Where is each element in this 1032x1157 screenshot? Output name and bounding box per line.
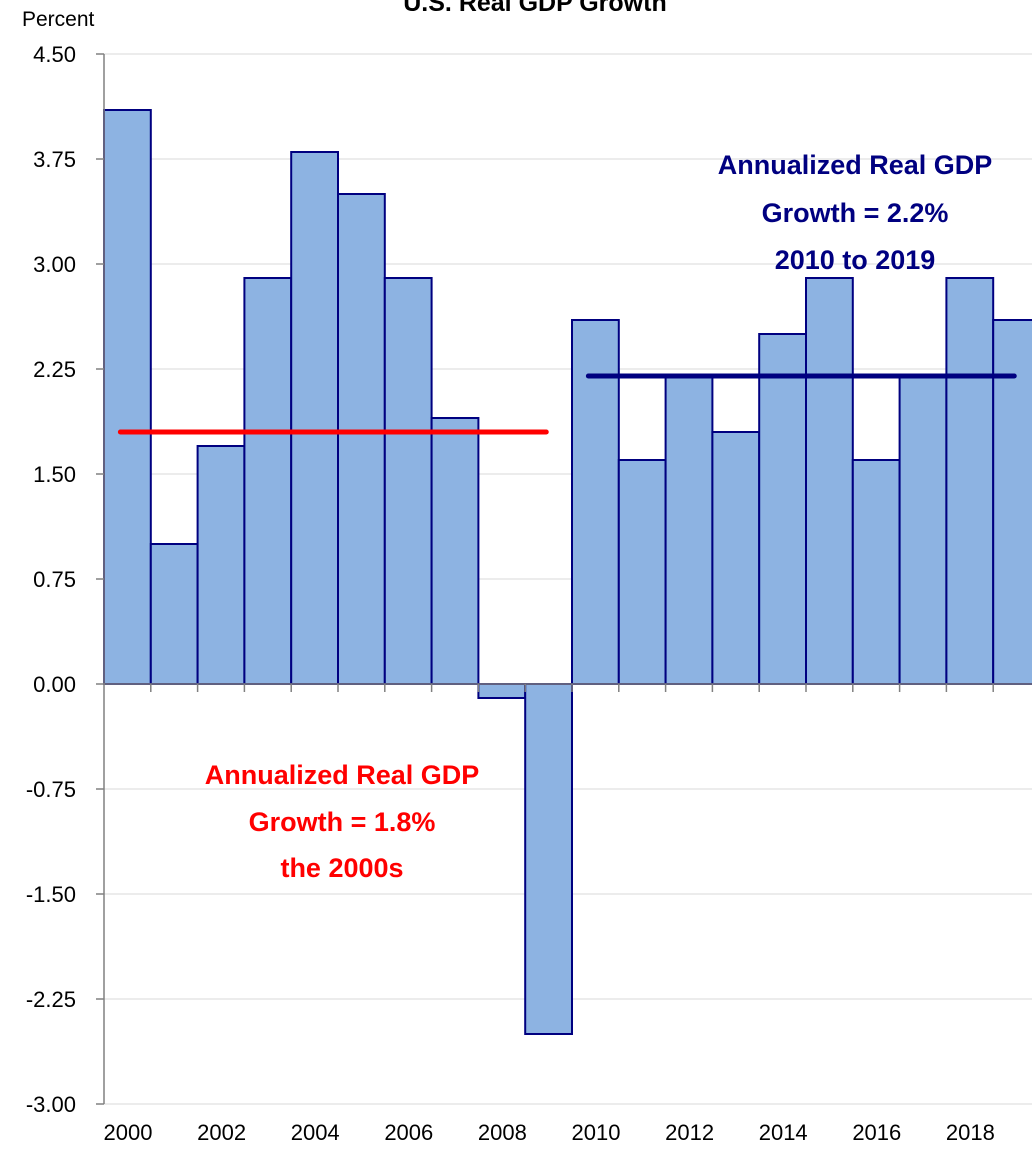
bar-2003 <box>243 277 293 685</box>
x-tick-labels: 2000 2002 2004 2006 2008 2010 2012 2014 2016 2018 <box>104 1120 995 1145</box>
bar-2016 <box>851 459 901 685</box>
annotation-2000s-line-2: Growth = 1.8% <box>249 807 436 837</box>
y-tick-labels: 4.50 3.75 3.00 2.25 1.50 0.75 0.00 -0.75 -1.50 -2… <box>26 42 104 1117</box>
y-tick-label: 0.00 <box>33 672 76 697</box>
y-tick-label: 2.25 <box>33 357 76 382</box>
x-tick-label: 2008 <box>478 1120 527 1145</box>
annotation-2010s-line-3: 2010 to 2019 <box>775 245 936 275</box>
y-tick-label: 1.50 <box>33 462 76 487</box>
bar-2005 <box>337 193 386 685</box>
annotation-2000s: Annualized Real GDP Growth = 1.8% the 20… <box>205 760 480 883</box>
annotation-2010s-line-2: Growth = 2.2% <box>762 198 949 228</box>
x-tick-label: 2016 <box>852 1120 901 1145</box>
bar-2017 <box>898 375 948 685</box>
bar-2002 <box>196 445 246 685</box>
bar-2018 <box>945 277 995 685</box>
bar-2006 <box>383 277 433 685</box>
bar-2000 <box>103 109 152 685</box>
annotation-2010s: Annualized Real GDP Growth = 2.2% 2010 t… <box>718 150 993 275</box>
bar-2012 <box>664 375 714 685</box>
annotation-2000s-line-1: Annualized Real GDP <box>205 760 480 790</box>
bar-2001 <box>149 543 199 685</box>
x-tick-label: 2006 <box>384 1120 433 1145</box>
bar-2008 <box>477 683 527 699</box>
x-tick-label: 2018 <box>946 1120 995 1145</box>
bar-2015 <box>805 277 854 685</box>
y-tick-label: 3.75 <box>33 147 76 172</box>
bar-2009 <box>524 683 574 1035</box>
annotation-2000s-line-3: the 2000s <box>280 853 403 883</box>
y-tick-label: -0.75 <box>26 777 76 802</box>
bar-2004 <box>290 151 340 685</box>
annotation-2010s-line-1: Annualized Real GDP <box>718 150 993 180</box>
y-tick-label: 4.50 <box>33 42 76 67</box>
x-tick-label: 2004 <box>291 1120 340 1145</box>
bar-2011 <box>617 459 667 685</box>
bar-2014 <box>758 333 808 685</box>
bar-2007 <box>430 417 480 685</box>
x-tick-label: 2014 <box>759 1120 808 1145</box>
average-lines <box>117 373 1017 435</box>
x-tick-label: 2000 <box>104 1120 153 1145</box>
x-tick-label: 2002 <box>197 1120 246 1145</box>
bar-2013 <box>711 431 761 685</box>
y-tick-label: -1.50 <box>26 882 76 907</box>
x-tick-label: 2012 <box>665 1120 714 1145</box>
x-tick-label: 2010 <box>572 1120 621 1145</box>
y-tick-label: 0.75 <box>33 567 76 592</box>
y-tick-label: 3.00 <box>33 252 76 277</box>
chart-title: U.S. Real GDP Growth <box>403 0 666 17</box>
y-axis-label: Percent <box>22 8 95 31</box>
y-tick-label: -3.00 <box>26 1092 76 1117</box>
y-tick-label: -2.25 <box>26 987 76 1012</box>
